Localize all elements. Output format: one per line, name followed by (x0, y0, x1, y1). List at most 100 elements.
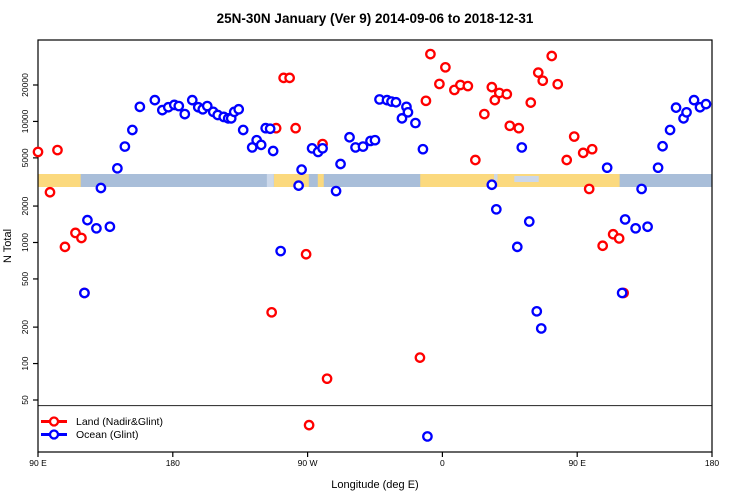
plot-border (37, 39, 713, 453)
y-tick-label: 10000 (20, 109, 30, 133)
data-point-ocean (410, 117, 421, 129)
legend-label: Ocean (Glint) (76, 429, 138, 441)
data-point-land (434, 78, 445, 90)
data-point-land (552, 78, 564, 90)
data-point-land (321, 373, 333, 385)
data-point-ocean (422, 431, 433, 442)
data-point-ocean (402, 106, 414, 118)
series-ocean (79, 94, 712, 442)
data-point-ocean (95, 182, 107, 194)
data-point-land (284, 72, 295, 84)
data-point-land (537, 75, 549, 87)
data-point-ocean (82, 214, 93, 226)
data-point-land (462, 80, 474, 92)
series-land (32, 48, 629, 431)
data-point-ocean (630, 222, 641, 234)
data-point-land (568, 131, 580, 142)
data-point-ocean (664, 124, 676, 136)
data-point-ocean (201, 100, 213, 112)
data-point-ocean (335, 158, 346, 170)
y-tick-label: 50 (20, 395, 30, 405)
data-point-ocean (636, 183, 647, 195)
y-axis-title: N Total (2, 229, 14, 263)
legend: Land (Nadir&Glint)Ocean (Glint) (41, 416, 163, 441)
data-point-land (300, 248, 312, 260)
data-point-ocean (688, 94, 700, 106)
data-point-land (583, 183, 595, 195)
data-point-land (525, 97, 537, 108)
data-point-ocean (104, 221, 116, 233)
x-axis-title: Longitude (deg E) (331, 479, 418, 491)
data-point-land (420, 95, 432, 107)
data-point-land (586, 143, 598, 155)
data-point-ocean (296, 164, 307, 175)
data-point-land (478, 108, 490, 120)
data-point-ocean (255, 139, 267, 151)
data-point-land (577, 147, 589, 159)
data-point-land (290, 122, 301, 134)
data-point-land (486, 81, 498, 93)
data-point-ocean (516, 142, 528, 153)
data-point-ocean (275, 245, 286, 257)
data-point-ocean (523, 216, 535, 227)
data-point-ocean (344, 131, 355, 143)
data-point-ocean (237, 124, 249, 136)
data-point-ocean (417, 143, 429, 155)
data-point-land (59, 241, 71, 253)
data-point-land (303, 419, 315, 431)
data-point-ocean (652, 162, 664, 174)
y-tick-label: 2000 (20, 196, 30, 215)
data-point-land (513, 122, 525, 134)
data-point-land (266, 306, 278, 318)
x-tick-label: 0 (440, 458, 445, 468)
data-point-land (504, 120, 516, 132)
legend-marker (48, 416, 60, 427)
data-point-ocean (119, 141, 131, 152)
data-point-ocean (112, 162, 123, 174)
data-point-land (470, 154, 481, 166)
data-point-ocean (642, 221, 653, 233)
data-point-ocean (369, 134, 381, 146)
data-point-ocean (657, 140, 668, 152)
data-point-ocean (396, 113, 408, 124)
x-tick-label: 90 E (568, 458, 586, 468)
data-point-ocean (531, 305, 543, 317)
data-point-ocean (619, 214, 631, 225)
strip-light-patch (494, 174, 498, 181)
data-point-land (76, 232, 87, 244)
data-point-ocean (134, 101, 146, 113)
land-ocean-strip (38, 174, 712, 187)
data-point-land (532, 67, 544, 78)
data-point-ocean (173, 100, 185, 112)
strip-light-patch (514, 176, 539, 182)
data-point-ocean (511, 241, 523, 253)
data-point-ocean (233, 103, 245, 115)
data-point-land (501, 88, 513, 100)
data-point-ocean (535, 323, 547, 334)
data-point-land (561, 154, 573, 166)
data-point-ocean (293, 180, 304, 191)
axes: 50 100 200 500 1000 2000 5000 10000 20000 90 E 180… (20, 73, 719, 468)
data-point-ocean (681, 106, 692, 118)
data-point-ocean (264, 123, 276, 135)
data-point-ocean (317, 142, 328, 154)
legend-marker (48, 429, 60, 440)
data-point-land (613, 233, 625, 244)
x-tick-label: 180 (705, 458, 719, 468)
data-point-ocean (490, 203, 502, 215)
x-tick-label: 180 (166, 458, 180, 468)
data-point-land (52, 144, 63, 156)
x-tick-label: 90 W (298, 458, 318, 468)
data-point-land (414, 352, 426, 363)
data-point-ocean (670, 102, 682, 113)
data-point-ocean (486, 179, 498, 191)
y-tick-label: 5000 (20, 148, 30, 167)
data-point-land (425, 48, 436, 60)
y-tick-label: 500 (20, 272, 30, 286)
data-point-ocean (616, 287, 628, 299)
data-point-ocean (700, 98, 712, 110)
y-tick-label: 1000 (20, 233, 30, 252)
data-point-ocean (601, 162, 613, 174)
